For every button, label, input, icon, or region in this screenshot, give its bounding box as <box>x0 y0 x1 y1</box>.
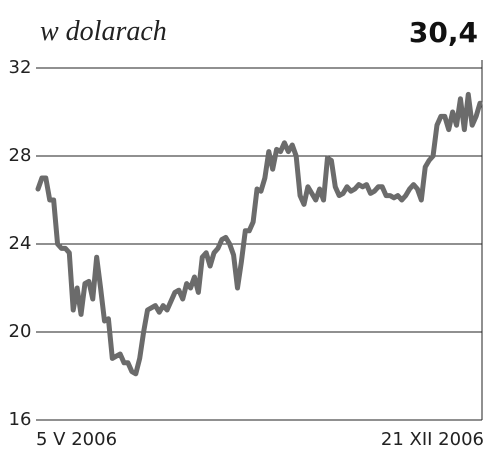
y-tick-label: 20 <box>9 321 32 342</box>
chart-title: w dolarach <box>40 16 167 47</box>
y-tick-label: 24 <box>9 233 32 254</box>
x-tick-label: 5 V 2006 <box>36 429 117 450</box>
y-tick-label: 16 <box>9 409 32 430</box>
x-tick-label: 21 XII 2006 <box>381 429 484 450</box>
last-value: 30,4 <box>409 16 478 49</box>
price-line <box>35 91 483 377</box>
y-tick-label: 32 <box>9 57 32 78</box>
y-tick-label: 28 <box>9 145 32 166</box>
